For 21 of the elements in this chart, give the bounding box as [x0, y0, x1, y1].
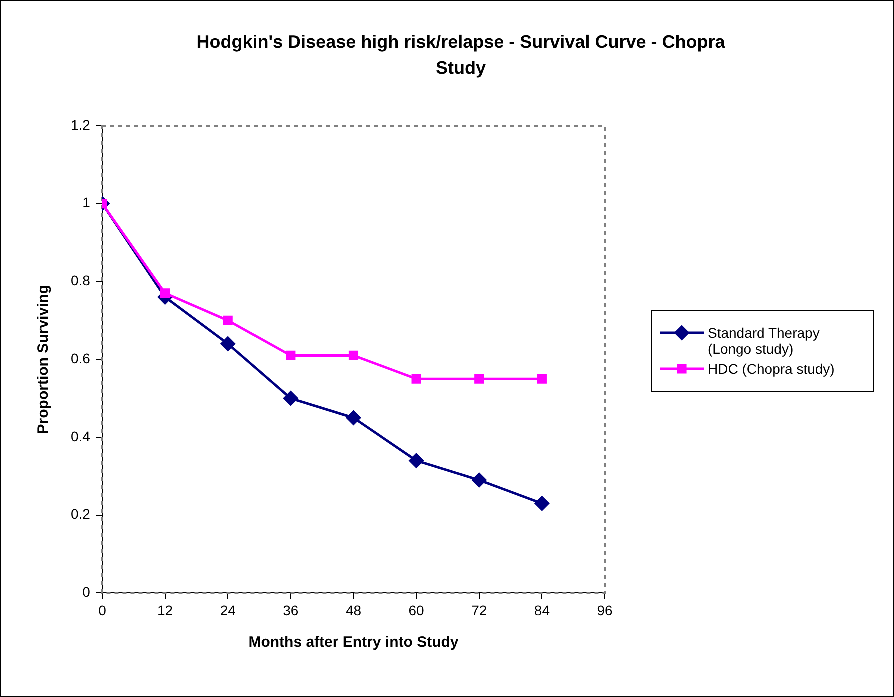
y-tick-label: 1 [82, 194, 91, 211]
y-axis-title: Proportion Surviving [35, 285, 52, 434]
y-tick-label: 0.4 [70, 428, 91, 444]
x-tick-label: 72 [472, 602, 488, 618]
x-tick-label: 48 [346, 602, 362, 618]
legend-label: HDC (Chopra study) [708, 360, 835, 377]
x-tick-label: 60 [408, 602, 425, 618]
y-tick-label: 0 [82, 584, 91, 600]
y-tick-label: 0.8 [70, 272, 91, 289]
x-tick-label: 84 [534, 602, 550, 618]
x-tick-label: 96 [597, 602, 613, 618]
y-tick-label: 0.6 [70, 350, 91, 366]
x-tick-label: 24 [220, 602, 236, 618]
x-tick-label: 36 [283, 602, 299, 618]
x-axis-title: Months after Entry into Study [248, 634, 460, 652]
legend-label: Standard Therapy (Longo study) [708, 324, 821, 357]
y-tick-label: 1.2 [70, 116, 91, 133]
x-tick-label: 0 [98, 602, 107, 618]
x-tick-label: 12 [157, 602, 174, 618]
chart-title: Hodgkin's Disease high risk/relapse - Survival Curve - Chopra Study [196, 31, 726, 80]
y-tick-label: 0.2 [70, 506, 91, 522]
